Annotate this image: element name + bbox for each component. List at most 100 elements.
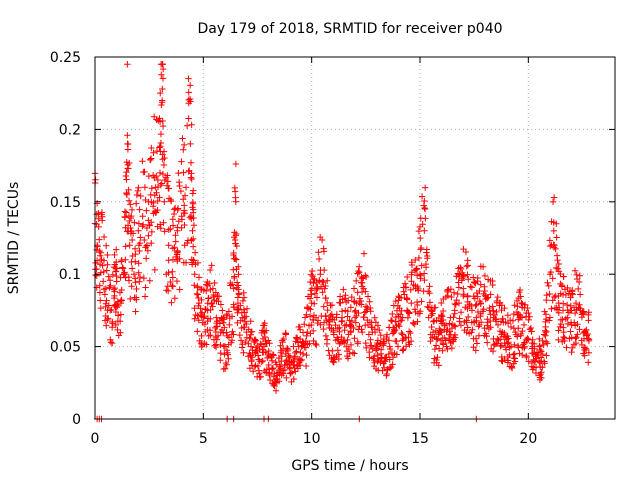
data-point [463, 263, 470, 270]
data-point [433, 356, 440, 364]
axis-ticks: 0 5 10 15 20 0 0.05 0.1 0.15 0.2 0.25 [50, 50, 615, 447]
data-point [148, 185, 155, 192]
data-point [114, 302, 121, 310]
data-point [584, 335, 592, 342]
data-point [532, 369, 540, 377]
data-point [428, 323, 435, 331]
data-point [173, 277, 181, 285]
data-point [373, 345, 381, 352]
data-point [393, 351, 401, 358]
data-point [125, 277, 133, 284]
data-point [362, 273, 370, 281]
data-point [414, 318, 421, 325]
data-point [262, 349, 269, 356]
data-point [438, 320, 446, 327]
data-point [533, 349, 541, 356]
data-point [569, 287, 576, 294]
data-point [489, 307, 497, 315]
data-point [123, 176, 130, 183]
plot-frame [94, 56, 616, 420]
data-point [122, 274, 129, 281]
data-point [501, 331, 508, 339]
data-point [189, 235, 197, 243]
data-point [158, 180, 165, 187]
data-point [262, 327, 270, 334]
data-point [211, 342, 219, 349]
data-point [301, 321, 308, 328]
data-point [555, 304, 563, 311]
data-point [158, 101, 165, 109]
data-point [124, 61, 131, 68]
data-point [444, 287, 451, 294]
data-point [460, 285, 467, 292]
data-point [159, 122, 167, 130]
data-point [383, 372, 390, 379]
data-point [464, 257, 471, 264]
data-point [231, 273, 238, 280]
data-point [515, 324, 522, 332]
data-point [92, 259, 99, 267]
data-point [546, 237, 554, 244]
y-tick-label: 0 [72, 412, 81, 428]
data-point [161, 198, 168, 205]
data-point [136, 273, 144, 281]
y-tick-label: 0.15 [50, 195, 81, 211]
data-point [385, 337, 393, 344]
data-point [499, 315, 507, 323]
x-tick-label: 10 [303, 431, 321, 447]
data-point [222, 359, 230, 367]
data-point [109, 271, 117, 279]
data-point [536, 335, 543, 343]
data-point [389, 310, 396, 318]
data-point [396, 323, 403, 330]
data-point [307, 306, 314, 313]
data-point [163, 287, 170, 294]
data-point [233, 279, 241, 286]
data-point [553, 220, 560, 227]
data-point [574, 285, 582, 293]
data-point [308, 271, 315, 278]
data-point [226, 321, 233, 329]
data-point [561, 337, 568, 345]
data-point [392, 297, 399, 305]
data-point [527, 324, 535, 332]
data-point [419, 220, 426, 228]
data-point [555, 336, 562, 344]
data-point [385, 350, 392, 358]
data-point [297, 335, 304, 343]
data-point [374, 358, 381, 365]
data-point [484, 294, 491, 301]
data-point [450, 289, 458, 296]
data-point [150, 199, 157, 207]
data-point [349, 349, 357, 356]
data-point [257, 340, 264, 348]
data-point [156, 169, 164, 177]
data-point [426, 283, 433, 290]
data-point [421, 205, 429, 213]
data-point [555, 299, 562, 307]
data-point [313, 341, 320, 349]
data-point [217, 341, 224, 349]
data-point [294, 365, 302, 372]
data-point [135, 260, 142, 267]
data-point [565, 309, 573, 316]
data-point [215, 293, 223, 300]
data-point [230, 266, 237, 274]
data-point [97, 297, 104, 304]
data-point [344, 313, 351, 320]
data-point [142, 255, 150, 262]
data-point [301, 314, 309, 321]
data-point [247, 318, 254, 325]
data-point [283, 374, 290, 382]
data-point [127, 201, 134, 208]
data-point [539, 364, 546, 371]
data-point [104, 261, 111, 268]
data-point [401, 291, 408, 298]
data-point [237, 337, 245, 344]
data-point [159, 65, 167, 73]
data-point [217, 349, 224, 357]
data-point [338, 317, 346, 325]
data-point [421, 276, 428, 284]
data-point [100, 268, 107, 276]
data-point [316, 277, 323, 284]
